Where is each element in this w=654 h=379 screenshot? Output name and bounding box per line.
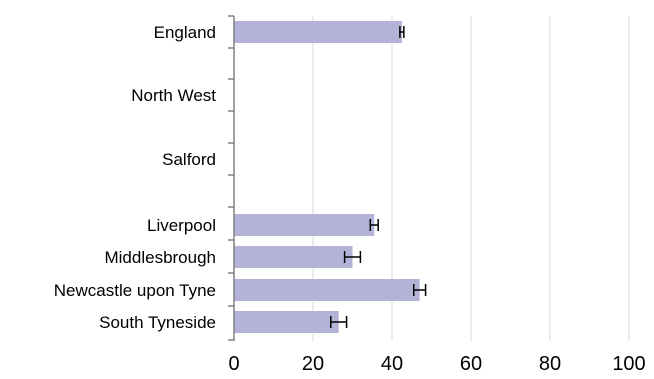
category-label: Salford bbox=[162, 150, 216, 169]
x-tick-label: 80 bbox=[539, 353, 561, 375]
bars bbox=[234, 21, 427, 333]
bar-england bbox=[234, 21, 402, 43]
x-tick-label: 40 bbox=[381, 353, 403, 375]
x-tick-label: 20 bbox=[302, 353, 324, 375]
category-label: Newcastle upon Tyne bbox=[54, 281, 216, 300]
category-label: South Tyneside bbox=[99, 313, 216, 332]
category-label: Liverpool bbox=[147, 216, 216, 235]
category-label: North West bbox=[131, 86, 216, 105]
bar-middlesbrough bbox=[234, 246, 353, 268]
category-label: Middlesbrough bbox=[104, 248, 216, 267]
bar-south-tyneside bbox=[234, 311, 339, 333]
category-label: England bbox=[154, 23, 216, 42]
x-tick-label: 0 bbox=[228, 353, 239, 375]
x-tick-label: 100 bbox=[612, 353, 645, 375]
bar-newcastle-upon-tyne bbox=[234, 279, 420, 301]
axes bbox=[228, 15, 235, 341]
bar-liverpool bbox=[234, 214, 375, 236]
labels: England North West Salford Liverpool Middles… bbox=[54, 23, 646, 375]
x-tick-label: 60 bbox=[460, 353, 482, 375]
